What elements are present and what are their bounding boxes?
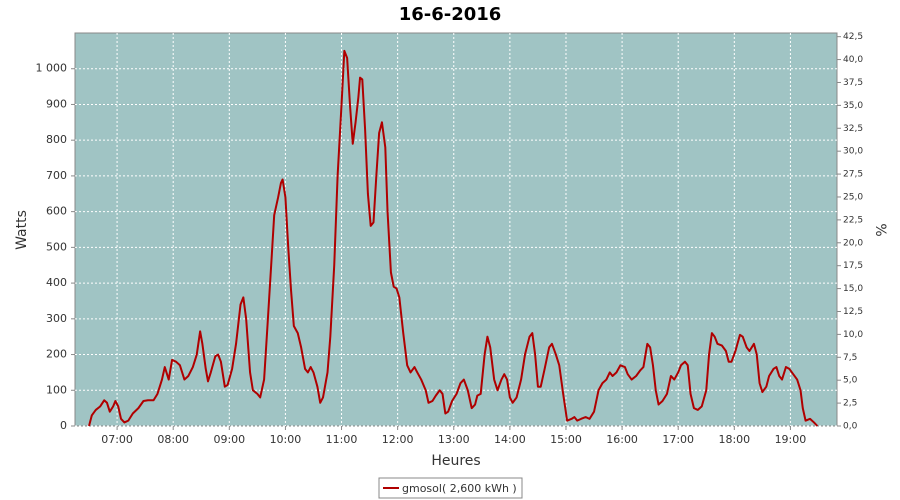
- y2-tick-label: 30,0: [843, 147, 863, 157]
- x-tick-label: 10:00: [270, 433, 302, 446]
- y2-tick-label: 40,0: [843, 55, 863, 65]
- legend-box: [378, 477, 523, 499]
- y2-tick-label: 12,5: [843, 307, 863, 317]
- chart-title: 16-6-2016: [399, 4, 502, 25]
- y2-tick-label: 25,0: [843, 192, 863, 202]
- x-tick-label: 15:00: [550, 433, 582, 446]
- y-axis-title: Watts: [14, 210, 30, 250]
- x-axis-title: Heures: [431, 453, 480, 469]
- x-tick-label: 13:00: [438, 433, 470, 446]
- y-tick-label: 100: [46, 383, 67, 396]
- x-tick-label: 16:00: [606, 433, 638, 446]
- y2-tick-label: 2,5: [843, 399, 857, 409]
- y2-tick-label: 5,0: [843, 376, 858, 386]
- y-tick-label: 200: [46, 348, 67, 361]
- y-tick-label: 600: [46, 205, 67, 218]
- x-tick-label: 07:00: [101, 433, 133, 446]
- x-tick-label: 12:00: [382, 433, 414, 446]
- y2-tick-label: 10,0: [843, 330, 863, 340]
- x-tick-label: 09:00: [213, 433, 245, 446]
- y2-tick-label: 17,5: [843, 261, 863, 271]
- y2-tick-label: 27,5: [843, 170, 863, 180]
- y2-tick-label: 20,0: [843, 238, 863, 248]
- y2-tick-label: 22,5: [843, 215, 863, 225]
- x-tick-label: 11:00: [326, 433, 358, 446]
- x-tick-label: 19:00: [775, 433, 807, 446]
- y-tick-label: 400: [46, 276, 67, 289]
- data-line: [88, 49, 819, 427]
- y-tick-label: 300: [46, 312, 67, 325]
- y2-tick-label: 37,5: [843, 78, 863, 88]
- y-tick-label: 500: [46, 240, 67, 253]
- x-tick-label: 14:00: [494, 433, 526, 446]
- y-tick-label: 700: [46, 169, 67, 182]
- y2-tick-label: 32,5: [843, 124, 863, 134]
- y-tick-label: 900: [46, 97, 67, 110]
- y-tick-label: 800: [46, 133, 67, 146]
- x-tick-label: 18:00: [718, 433, 750, 446]
- legend-label: gmosol( 2,600 kWh ): [402, 482, 517, 495]
- y2-tick-label: 7,5: [843, 353, 857, 363]
- y2-tick-label: 15,0: [843, 284, 863, 294]
- x-tick-label: 17:00: [662, 433, 694, 446]
- y2-tick-label: 35,0: [843, 101, 863, 111]
- plot-area: [74, 32, 838, 427]
- y2-tick-label: 42,5: [843, 32, 863, 42]
- x-tick-label: 08:00: [157, 433, 189, 446]
- y2-tick-label: 0,0: [843, 422, 858, 432]
- y2-axis-title: %: [872, 223, 888, 236]
- y-tick-label: 1 000: [36, 62, 68, 75]
- y-tick-label: 0: [60, 419, 67, 432]
